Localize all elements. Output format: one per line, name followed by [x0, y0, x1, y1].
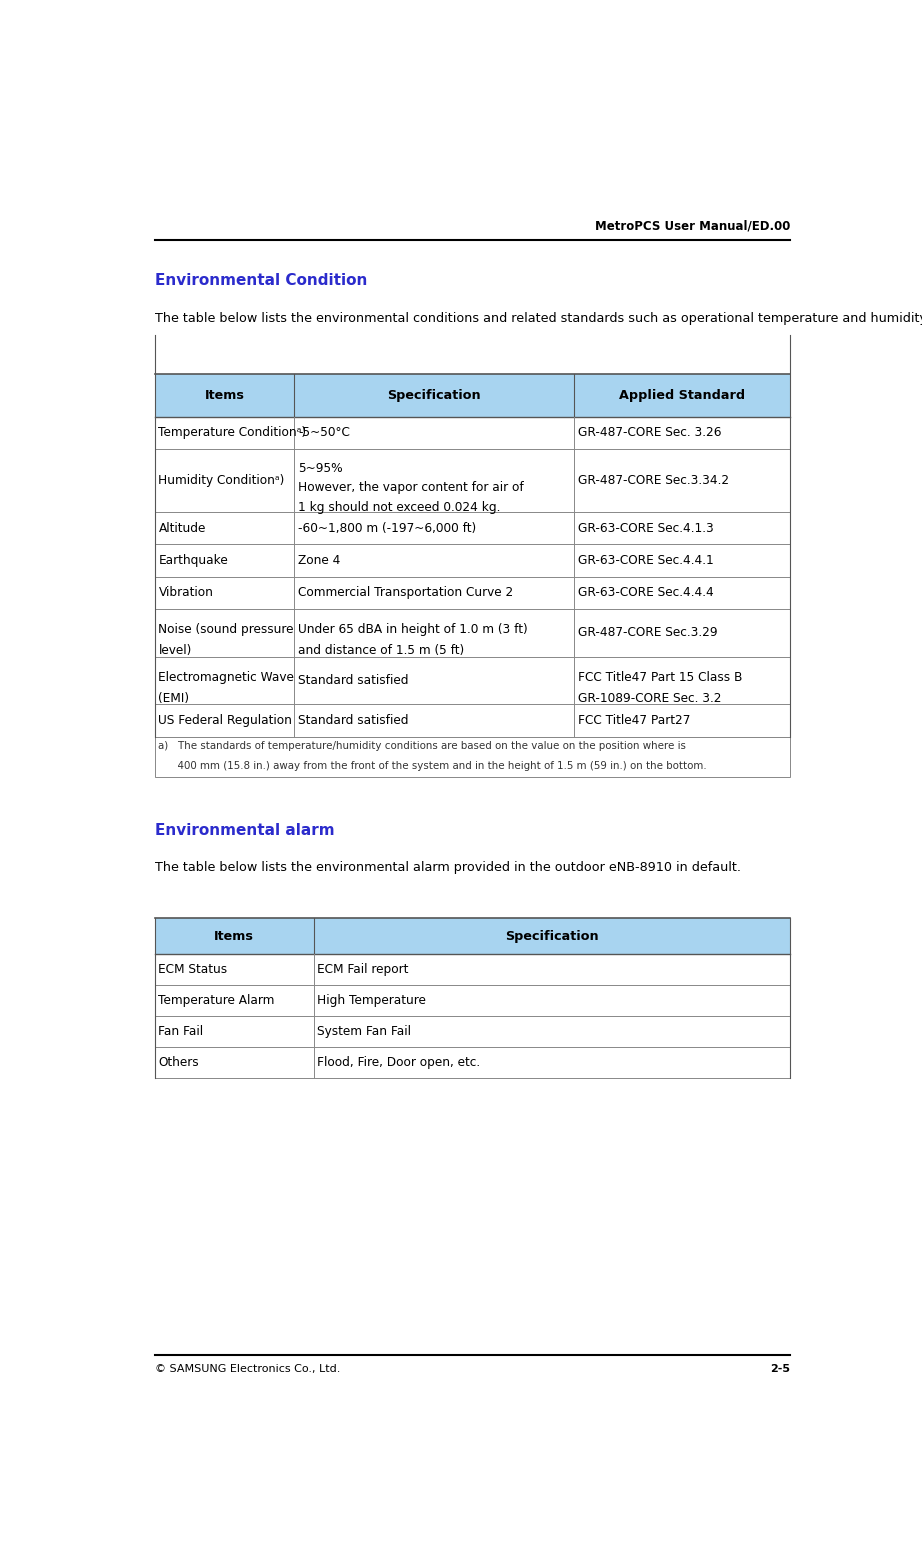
Text: GR-487-CORE Sec.3.34.2: GR-487-CORE Sec.3.34.2: [578, 475, 729, 487]
Bar: [294, 512, 574, 544]
Bar: [155, 704, 294, 737]
Text: Environmental Condition: Environmental Condition: [155, 273, 367, 288]
Bar: [155, 1047, 313, 1078]
Bar: [155, 417, 294, 448]
Bar: [155, 448, 294, 512]
Bar: [155, 954, 313, 985]
Bar: [574, 704, 790, 737]
Text: 2-5: 2-5: [771, 1363, 790, 1374]
Bar: [294, 704, 574, 737]
Text: Environmental alarm: Environmental alarm: [155, 822, 334, 838]
Bar: [155, 610, 294, 656]
Bar: [155, 544, 294, 577]
Text: GR-63-CORE Sec.4.1.3: GR-63-CORE Sec.4.1.3: [578, 521, 714, 535]
Bar: [574, 610, 790, 656]
Text: GR-63-CORE Sec.4.4.1: GR-63-CORE Sec.4.4.1: [578, 554, 714, 568]
Bar: [574, 448, 790, 512]
Text: ECM Fail report: ECM Fail report: [317, 963, 408, 976]
Text: US Federal Regulation: US Federal Regulation: [159, 713, 292, 727]
Text: -60~1,800 m (-197~6,000 ft): -60~1,800 m (-197~6,000 ft): [299, 521, 477, 535]
Text: System Fan Fail: System Fan Fail: [317, 1025, 411, 1038]
Text: Under 65 dBA in height of 1.0 m (3 ft): Under 65 dBA in height of 1.0 m (3 ft): [299, 624, 528, 636]
Text: The table below lists the environmental alarm provided in the outdoor eNB-8910 i: The table below lists the environmental …: [155, 861, 740, 873]
Text: Zone 4: Zone 4: [299, 554, 341, 568]
Text: Commercial Transportation Curve 2: Commercial Transportation Curve 2: [299, 586, 514, 599]
Text: Earthquake: Earthquake: [159, 554, 228, 568]
Bar: [574, 417, 790, 448]
Text: Noise (sound pressure: Noise (sound pressure: [159, 624, 294, 636]
Bar: [155, 1016, 313, 1047]
Bar: [574, 577, 790, 610]
Bar: [155, 918, 313, 954]
Text: Altitude: Altitude: [159, 521, 206, 535]
Bar: [313, 954, 790, 985]
Text: Vibration: Vibration: [159, 586, 213, 599]
Text: However, the vapor content for air of: However, the vapor content for air of: [299, 481, 524, 495]
Text: Specification: Specification: [387, 389, 481, 402]
Text: -5~50°C: -5~50°C: [299, 427, 350, 439]
Bar: [294, 448, 574, 512]
Text: Applied Standard: Applied Standard: [620, 389, 746, 402]
Bar: [294, 656, 574, 704]
Text: GR-487-CORE Sec. 3.26: GR-487-CORE Sec. 3.26: [578, 427, 722, 439]
Text: Items: Items: [214, 929, 254, 943]
Text: Standard satisfied: Standard satisfied: [299, 713, 408, 727]
Bar: [313, 1016, 790, 1047]
Bar: [574, 512, 790, 544]
Text: 400 mm (15.8 in.) away from the front of the system and in the height of 1.5 m (: 400 mm (15.8 in.) away from the front of…: [159, 760, 707, 771]
Bar: [155, 985, 313, 1016]
Text: Specification: Specification: [505, 929, 598, 943]
Bar: [155, 656, 294, 704]
Bar: [294, 374, 574, 417]
Text: Temperature Conditionᵃ): Temperature Conditionᵃ): [159, 427, 306, 439]
Text: FCC Title47 Part27: FCC Title47 Part27: [578, 713, 691, 727]
Bar: [155, 512, 294, 544]
Bar: [313, 985, 790, 1016]
Bar: [574, 656, 790, 704]
Text: High Temperature: High Temperature: [317, 994, 426, 1007]
Text: 5~95%: 5~95%: [299, 462, 343, 475]
Text: GR-63-CORE Sec.4.4.4: GR-63-CORE Sec.4.4.4: [578, 586, 714, 599]
Bar: [294, 417, 574, 448]
Bar: [574, 374, 790, 417]
Text: Fan Fail: Fan Fail: [159, 1025, 204, 1038]
Text: FCC Title47 Part 15 Class B: FCC Title47 Part 15 Class B: [578, 672, 742, 684]
Text: Electromagnetic Wave: Electromagnetic Wave: [159, 672, 294, 684]
Text: Humidity Conditionᵃ): Humidity Conditionᵃ): [159, 475, 285, 487]
Text: ECM Status: ECM Status: [159, 963, 228, 976]
Bar: [574, 544, 790, 577]
Text: Standard satisfied: Standard satisfied: [299, 675, 408, 687]
Text: 1 kg should not exceed 0.024 kg.: 1 kg should not exceed 0.024 kg.: [299, 501, 501, 513]
Text: Flood, Fire, Door open, etc.: Flood, Fire, Door open, etc.: [317, 1056, 480, 1069]
Bar: [155, 374, 294, 417]
Text: Others: Others: [159, 1056, 199, 1069]
Text: GR-487-CORE Sec.3.29: GR-487-CORE Sec.3.29: [578, 627, 717, 639]
Text: and distance of 1.5 m (5 ft): and distance of 1.5 m (5 ft): [299, 644, 465, 658]
Bar: [294, 544, 574, 577]
Bar: [313, 1047, 790, 1078]
Text: level): level): [159, 644, 192, 658]
Bar: [313, 918, 790, 954]
Text: GR-1089-CORE Sec. 3.2: GR-1089-CORE Sec. 3.2: [578, 692, 722, 706]
Bar: [155, 737, 790, 777]
Text: MetroPCS User Manual/ED.00: MetroPCS User Manual/ED.00: [595, 220, 790, 233]
Text: Temperature Alarm: Temperature Alarm: [159, 994, 275, 1007]
Text: (EMI): (EMI): [159, 692, 190, 706]
Text: Items: Items: [205, 389, 244, 402]
Bar: [294, 610, 574, 656]
Bar: [294, 577, 574, 610]
Text: © SAMSUNG Electronics Co., Ltd.: © SAMSUNG Electronics Co., Ltd.: [155, 1363, 340, 1374]
Text: The table below lists the environmental conditions and related standards such as: The table below lists the environmental …: [155, 312, 922, 324]
Text: a)   The standards of temperature/humidity conditions are based on the value on : a) The standards of temperature/humidity…: [159, 741, 686, 751]
Bar: [155, 577, 294, 610]
